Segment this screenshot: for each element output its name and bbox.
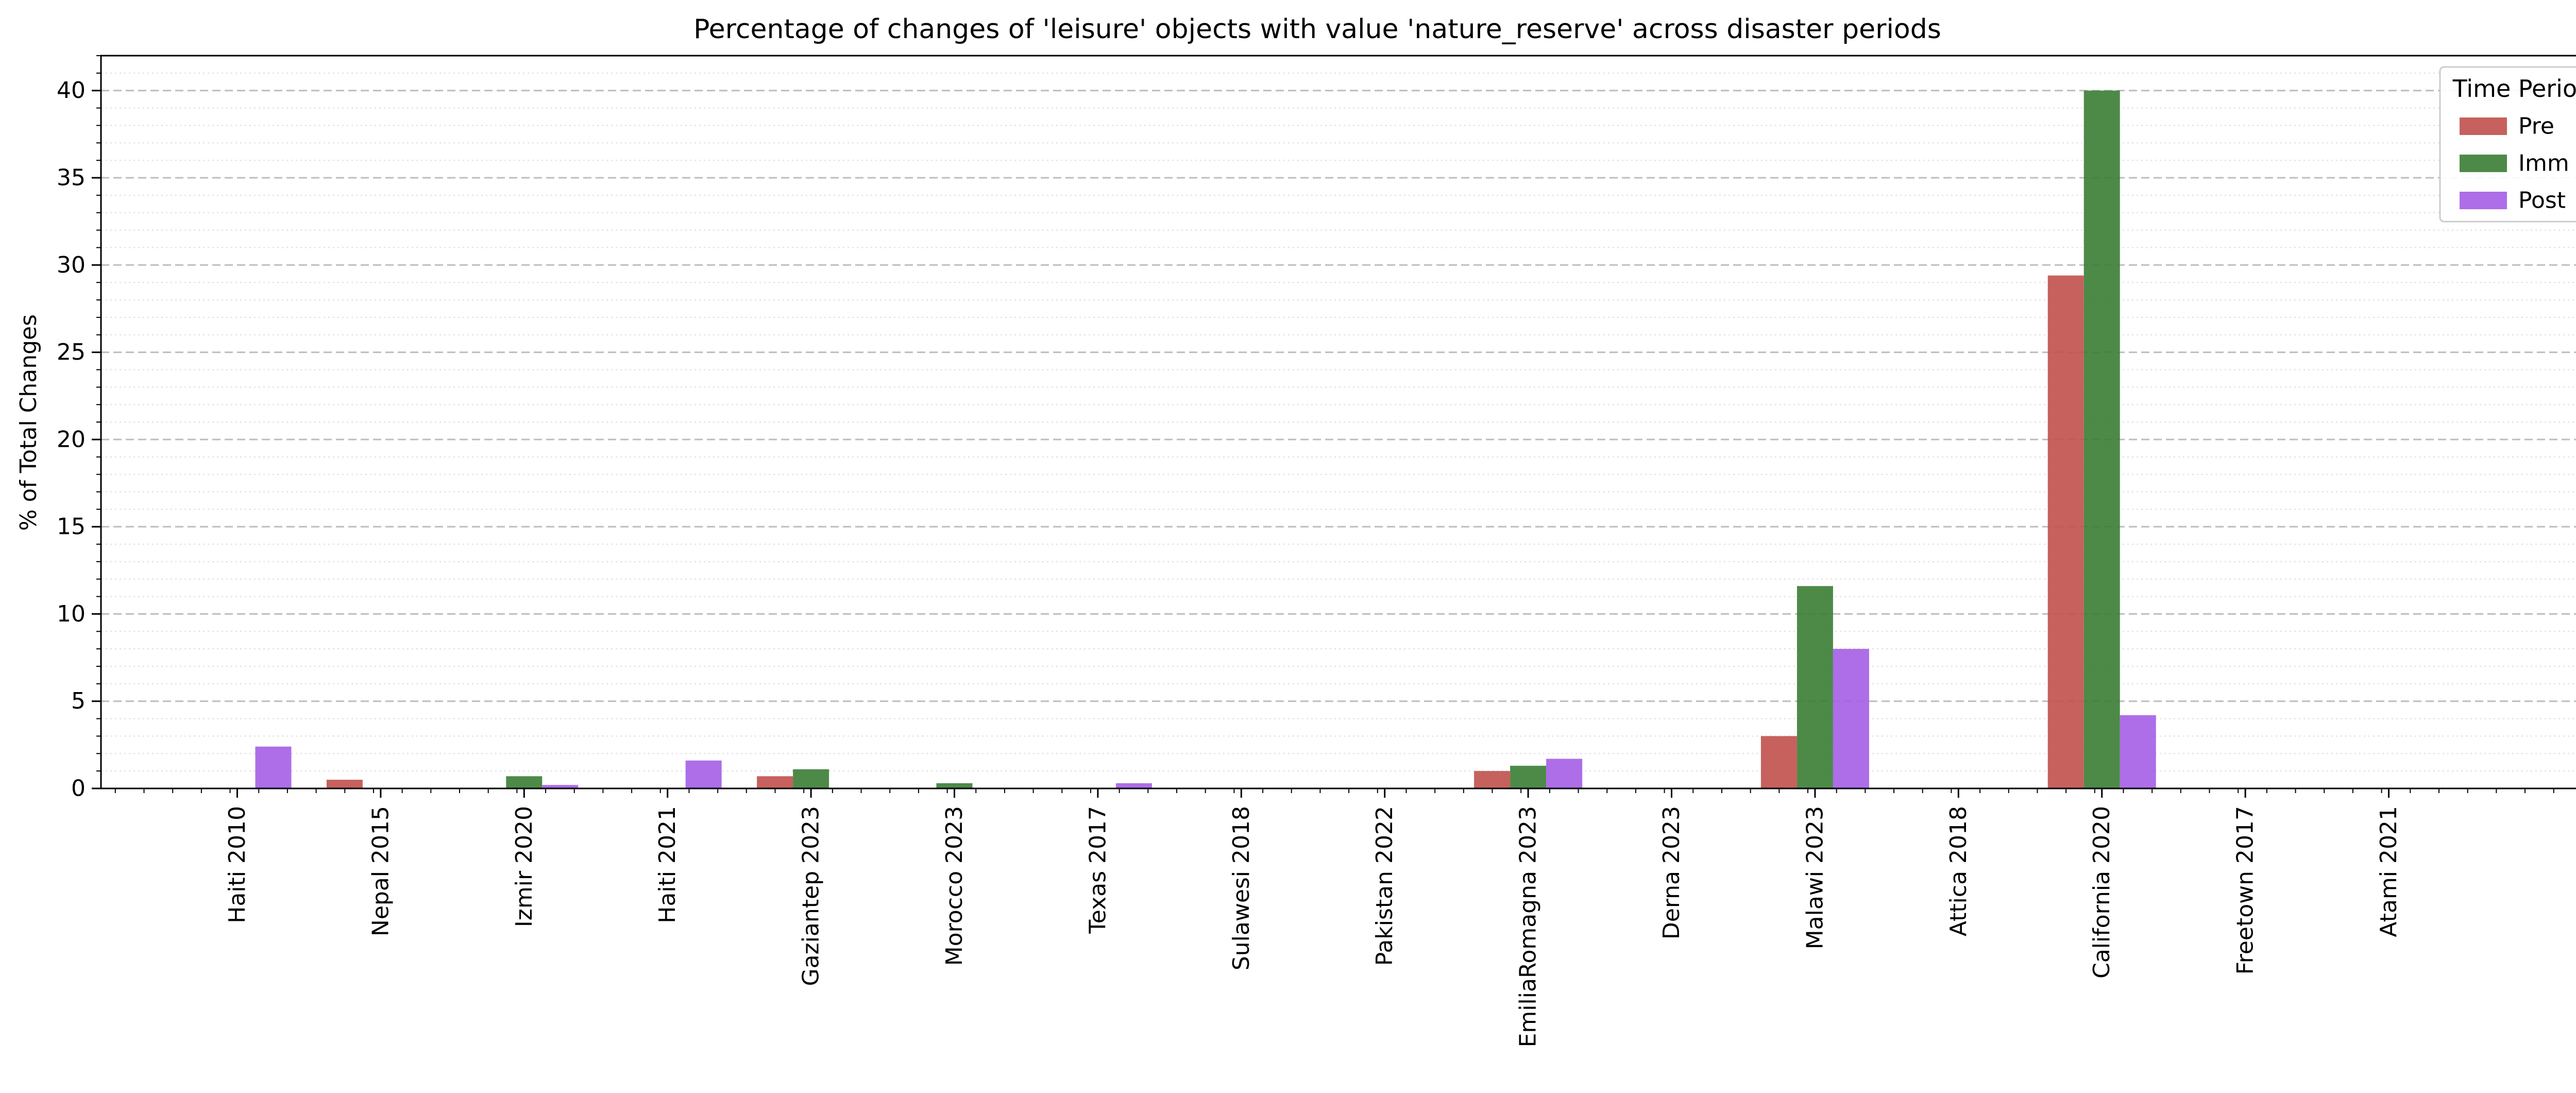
bar — [255, 746, 292, 788]
bar — [2047, 275, 2084, 788]
x-tick-label: Freetown 2017 — [2232, 806, 2259, 974]
legend-entry-label: Post — [2518, 188, 2566, 214]
bars — [255, 90, 2156, 789]
y-tick-label: 30 — [57, 252, 86, 278]
bar — [1833, 649, 1869, 788]
bar — [936, 783, 973, 788]
y-tick-label: 15 — [57, 514, 86, 540]
y-tick-label: 40 — [57, 77, 86, 104]
chart-title: Percentage of changes of 'leisure' objec… — [693, 14, 1941, 45]
x-tick-label: Sulawesi 2018 — [1228, 806, 1255, 970]
x-tick-label: California 2020 — [2089, 806, 2115, 979]
legend-entry-label: Imm — [2518, 150, 2569, 177]
bar — [506, 776, 543, 788]
bar — [1510, 765, 1547, 788]
axes: Haiti 2010 Nepal 2015 Izmir 2020 Haiti 2021… — [57, 55, 2576, 1047]
legend-swatch — [2460, 192, 2507, 209]
bar — [1760, 736, 1797, 788]
bar — [542, 785, 579, 788]
legend: Time Period Pre Imm Post — [2439, 66, 2576, 223]
bar — [1115, 783, 1152, 788]
x-tick-label: EmiliaRomagna 2023 — [1515, 806, 1541, 1047]
x-tick-label: Attica 2018 — [1945, 806, 1972, 936]
y-tick-label: 35 — [57, 165, 86, 191]
x-tick-label: Izmir 2020 — [511, 806, 537, 927]
bar — [1474, 771, 1511, 788]
x-tick-label: Nepal 2015 — [367, 806, 394, 936]
x-tick-label: Gaziantep 2023 — [798, 806, 824, 986]
x-tick-label: Atami 2021 — [2376, 806, 2402, 937]
x-tick-label: Pakistan 2022 — [1371, 806, 1398, 966]
x-tick-label: Morocco 2023 — [941, 806, 968, 966]
plot-frame — [100, 55, 2576, 789]
grid-lines — [101, 55, 2576, 772]
legend-swatch — [2460, 155, 2507, 172]
bar — [793, 769, 829, 788]
legend-title: Time Period — [2452, 75, 2576, 103]
y-tick-label: 20 — [57, 426, 86, 452]
y-tick-label: 25 — [57, 339, 86, 365]
y-axis-label: % of Total Changes — [15, 314, 42, 531]
x-tick-label: Derna 2023 — [1658, 806, 1685, 939]
bar — [2120, 715, 2156, 788]
legend-box — [2439, 66, 2576, 223]
y-tick-label: 10 — [57, 601, 86, 627]
legend-entry-label: Pre — [2518, 113, 2554, 140]
y-tick-label: 5 — [71, 688, 86, 714]
x-tick-label: Haiti 2021 — [654, 806, 681, 923]
bar — [326, 780, 363, 788]
y-tick-label: 0 — [71, 776, 86, 802]
bar — [1546, 759, 1583, 788]
bar — [1797, 586, 1833, 788]
x-tick-label: Haiti 2010 — [224, 806, 250, 923]
bar — [2083, 90, 2120, 789]
bar — [757, 776, 793, 788]
x-tick-label: Texas 2017 — [1084, 806, 1111, 934]
x-tick-label: Malawi 2023 — [1802, 806, 1828, 949]
legend-swatch — [2460, 117, 2507, 135]
bar — [685, 760, 722, 788]
